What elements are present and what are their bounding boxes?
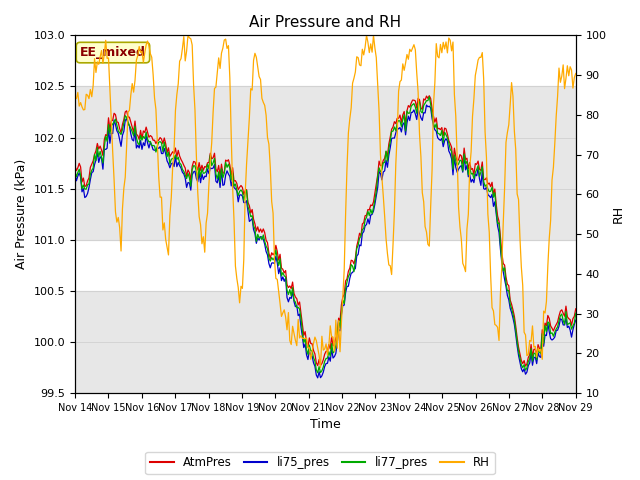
Y-axis label: Air Pressure (kPa): Air Pressure (kPa) (15, 159, 28, 269)
X-axis label: Time: Time (310, 419, 340, 432)
Text: EE_mixed: EE_mixed (80, 46, 146, 59)
Title: Air Pressure and RH: Air Pressure and RH (250, 15, 401, 30)
Legend: AtmPres, li75_pres, li77_pres, RH: AtmPres, li75_pres, li77_pres, RH (145, 452, 495, 474)
Bar (75, 86, 576, 240)
Y-axis label: RH: RH (612, 205, 625, 223)
Bar (75, 291, 576, 393)
